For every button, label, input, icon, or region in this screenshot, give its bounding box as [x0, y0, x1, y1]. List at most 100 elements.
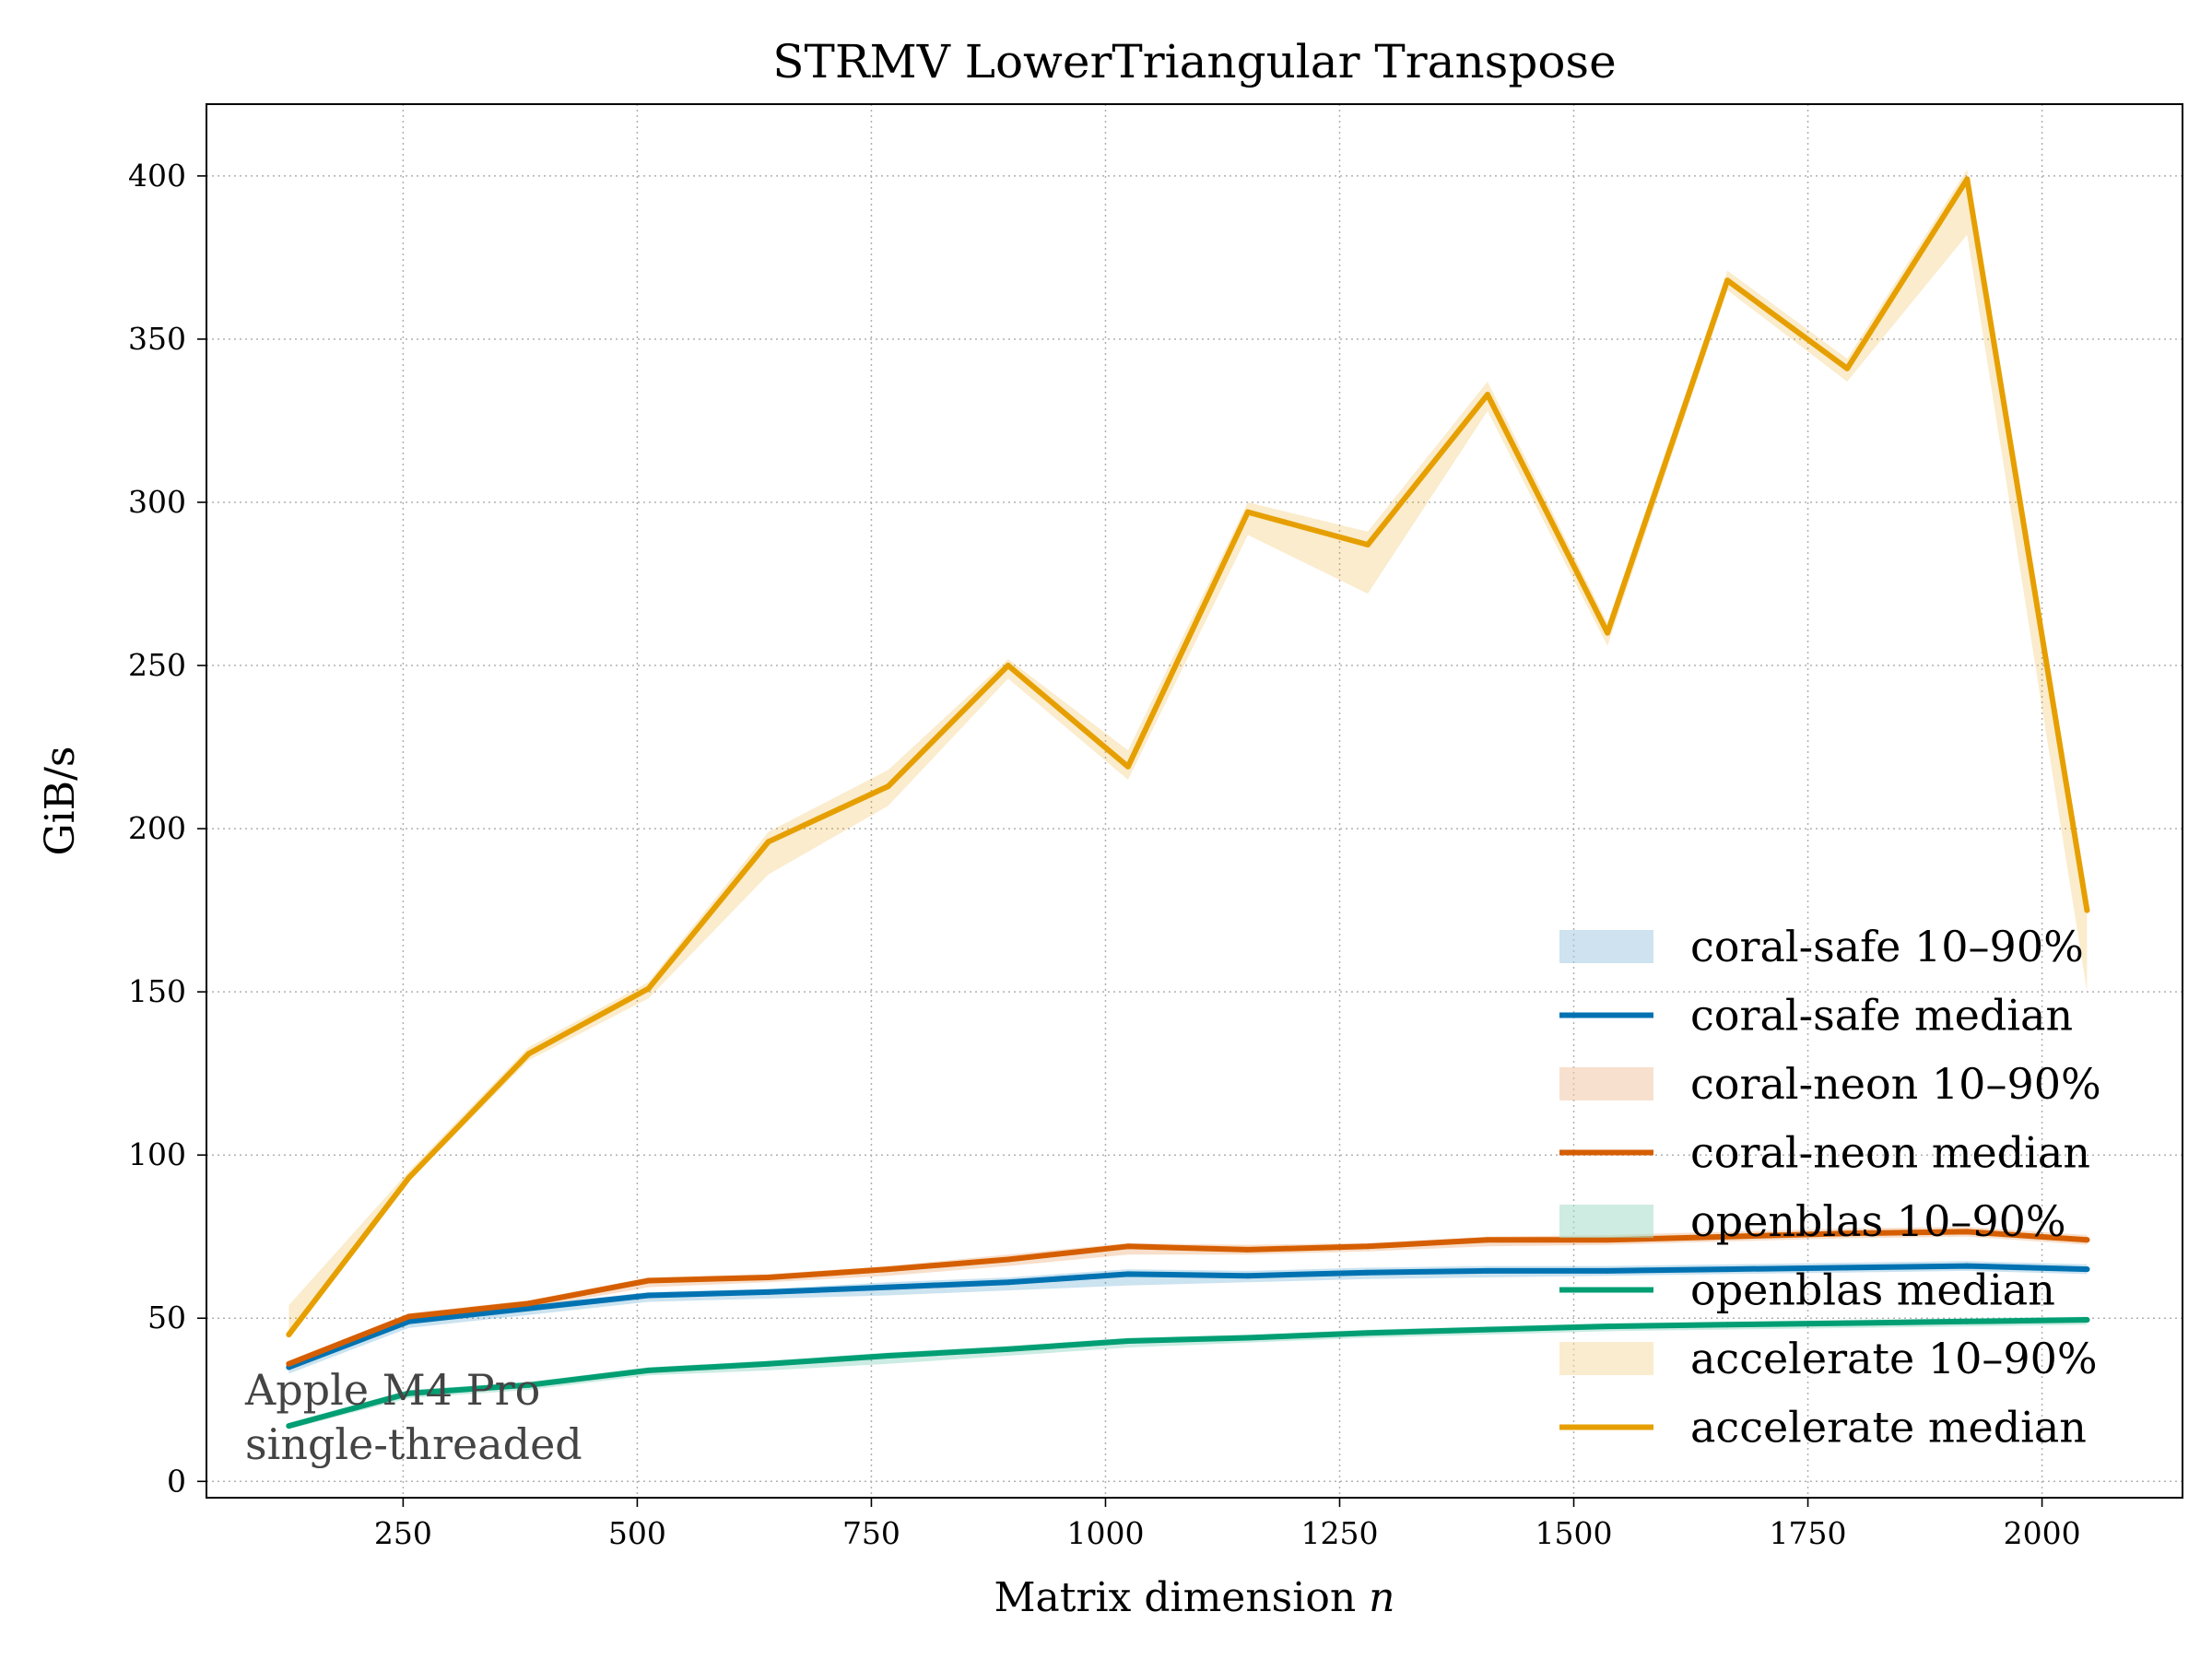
coral-safe-median-point [1244, 1273, 1251, 1279]
accelerate-median-point [286, 1332, 292, 1337]
legend-label: accelerate median [1690, 1403, 2087, 1453]
accelerate-median-point [525, 1051, 532, 1057]
coral-safe-median-point [1485, 1267, 1490, 1274]
openblas-median-point [885, 1353, 891, 1359]
legend: coral-safe 10–90% coral-safe median coral-… [1559, 922, 2101, 1453]
coral-neon-median-line [286, 1229, 2090, 1367]
accelerate-median-point [1605, 629, 1611, 636]
coral-safe-median-point [1005, 1279, 1011, 1286]
openblas-median-point [1485, 1326, 1490, 1333]
legend-band-swatch [1559, 1205, 1653, 1238]
y-tick-label: 0 [167, 1463, 186, 1499]
y-tick-label: 200 [128, 810, 186, 846]
x-axis-label-text: Matrix dimension [994, 1574, 1356, 1621]
accelerate-median-point [1964, 176, 1971, 182]
coral-safe-median-point [1605, 1267, 1611, 1274]
coral-neon-median-point [1365, 1243, 1371, 1250]
coral-safe-band [288, 1261, 2088, 1374]
coral-safe-median-point [765, 1288, 771, 1295]
coral-neon-median-point [765, 1275, 771, 1280]
coral-neon-median-point [406, 1313, 412, 1320]
y-tick-label: 300 [128, 484, 186, 520]
openblas-median-point [1844, 1320, 1851, 1326]
accelerate-median-point [1124, 763, 1131, 770]
openblas-median-point [1964, 1318, 1971, 1324]
openblas-median-point [765, 1360, 771, 1367]
x-tick-label: 750 [842, 1515, 900, 1551]
accelerate-median-point [406, 1175, 412, 1181]
legend-label: openblas median [1690, 1265, 2055, 1315]
coral-safe-median-point [1124, 1271, 1131, 1277]
coral-neon-median-point [2084, 1237, 2090, 1243]
coral-neon-median-point [885, 1266, 891, 1273]
x-tick-label: 1250 [1301, 1515, 1379, 1551]
coral-neon-median-point [1605, 1237, 1611, 1243]
x-tick-label: 1000 [1066, 1515, 1144, 1551]
openblas-median-point [1005, 1346, 1011, 1352]
legend-label: coral-neon median [1690, 1128, 2090, 1178]
annotation-cpu: Apple M4 Pro [244, 1365, 540, 1415]
openblas-median-point [525, 1382, 532, 1388]
accelerate-median-point [1724, 277, 1731, 284]
x-tick-label: 500 [608, 1515, 666, 1551]
coral-safe-median-point [1365, 1269, 1371, 1276]
coral-neon-median-point [1964, 1229, 1971, 1235]
y-tick-label: 150 [128, 973, 186, 1009]
y-tick-label: 100 [128, 1136, 186, 1172]
x-tick-label: 250 [374, 1515, 432, 1551]
coral-safe-median-line [286, 1263, 2090, 1371]
annotation-threading: single-threaded [245, 1419, 582, 1469]
coral-neon-median-point [1485, 1237, 1490, 1243]
accelerate-median-point [885, 783, 891, 790]
accelerate-median-point [765, 839, 771, 845]
coral-neon-median-point [286, 1360, 292, 1367]
x-axis-label: Matrix dimension n [994, 1574, 1394, 1621]
coral-safe-median-point [1724, 1266, 1731, 1273]
accelerate-median-point [1244, 509, 1251, 515]
y-tick-label: 250 [128, 647, 186, 683]
legend-label: coral-safe 10–90% [1690, 922, 2084, 971]
x-axis-label-variable: n [1369, 1574, 1394, 1621]
openblas-median-point [2084, 1317, 2090, 1323]
accelerate-median-point [1005, 663, 1011, 668]
legend-band-swatch [1559, 1067, 1653, 1100]
y-tick-label: 50 [147, 1300, 186, 1335]
openblas-median-point [1724, 1322, 1731, 1328]
openblas-median-point [1605, 1324, 1611, 1330]
accelerate-median-point [1844, 365, 1851, 371]
legend-band-swatch [1559, 1342, 1653, 1375]
legend-band-swatch [1559, 930, 1653, 963]
y-tick-label: 350 [128, 321, 186, 357]
coral-neon-median-point [1124, 1243, 1131, 1250]
accelerate-median-point [2084, 907, 2090, 913]
x-tick-label: 1500 [1535, 1515, 1613, 1551]
coral-safe-median-point [1964, 1263, 1971, 1269]
coral-neon-median-point [1005, 1256, 1011, 1263]
y-axis-label: GiB/s [37, 747, 84, 856]
plot-frame [206, 103, 2183, 1499]
axis-ticks: 250 500 750 1000 1250 1500 1750 2000 0 50 100 150 20… [128, 158, 2081, 1551]
accelerate-median-point [645, 985, 652, 992]
openblas-median-point [1124, 1338, 1131, 1344]
accelerate-band [288, 169, 2088, 1338]
legend-label: coral-safe median [1690, 991, 2073, 1041]
openblas-median-point [406, 1390, 412, 1396]
legend-label: coral-neon 10–90% [1690, 1059, 2101, 1109]
chart-title: STRMV LowerTriangular Transpose [772, 35, 1616, 88]
legend-label: openblas 10–90% [1690, 1196, 2066, 1246]
coral-safe-median-point [525, 1305, 532, 1312]
coral-safe-median-point [2084, 1266, 2090, 1273]
x-tick-label: 2000 [2004, 1515, 2081, 1551]
accelerate-median-point [1365, 542, 1371, 547]
openblas-median-line [286, 1317, 2090, 1430]
legend-label: accelerate 10–90% [1690, 1334, 2098, 1383]
openblas-median-point [286, 1423, 292, 1430]
coral-safe-median-point [885, 1284, 891, 1290]
openblas-median-point [645, 1367, 652, 1373]
coral-safe-median-point [1844, 1265, 1851, 1271]
coral-neon-median-point [645, 1277, 652, 1284]
accelerate-median-line [286, 176, 2090, 1337]
coral-neon-median-point [1844, 1230, 1851, 1237]
openblas-median-point [1365, 1330, 1371, 1336]
